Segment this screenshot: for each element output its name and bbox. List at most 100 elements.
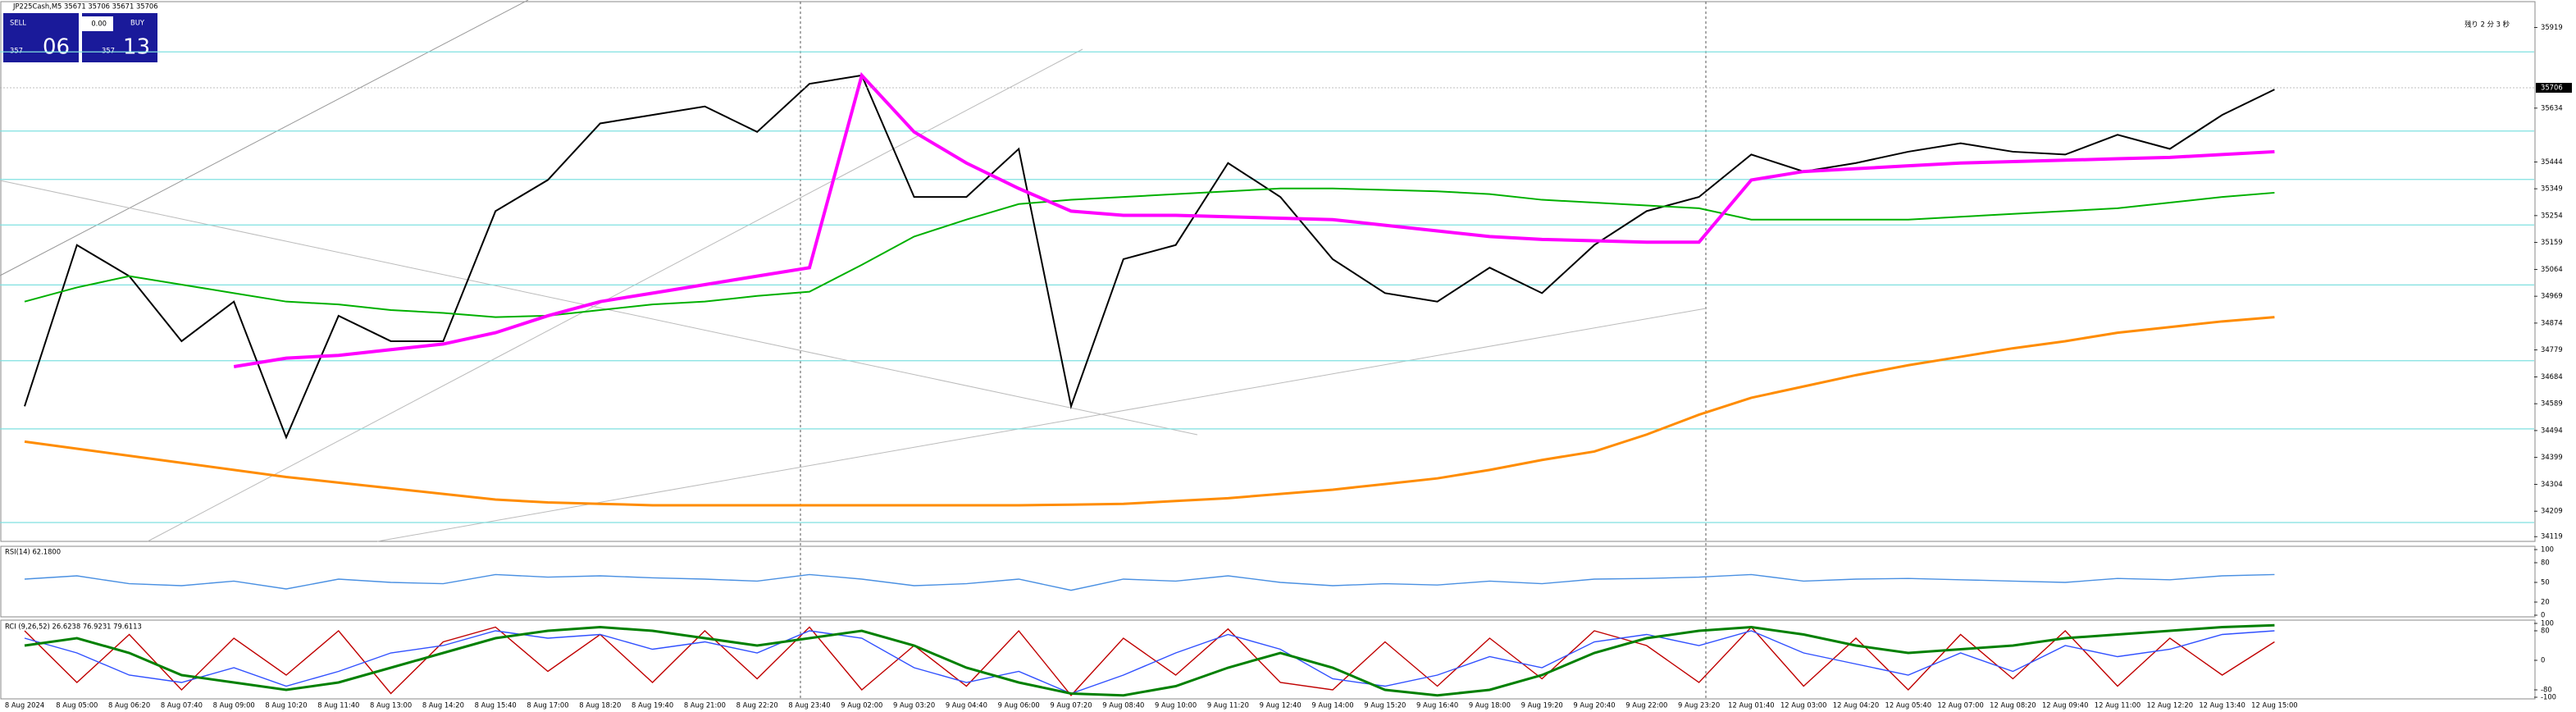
y-tick-label: -80	[2541, 686, 2552, 694]
y-tick-label: 34399	[2541, 453, 2563, 461]
x-tick-label: 8 Aug 07:40	[161, 701, 203, 710]
rsi-panel	[0, 545, 2536, 618]
x-tick-label: 8 Aug 22:20	[736, 701, 778, 710]
series-line	[24, 74, 2275, 440]
x-tick-label: 8 Aug 15:40	[475, 701, 517, 710]
x-tick-label: 8 Aug 17:00	[527, 701, 568, 710]
x-tick-label: 8 Aug 18:20	[579, 701, 621, 710]
trend-line	[0, 0, 529, 276]
x-tick-label: 9 Aug 08:40	[1102, 701, 1144, 710]
x-tick-label: 8 Aug 10:20	[265, 701, 307, 710]
ask-big: 357	[102, 47, 115, 55]
y-tick-label: 35444	[2541, 157, 2563, 166]
x-tick-label: 9 Aug 12:40	[1260, 701, 1302, 710]
series-line	[24, 623, 2275, 697]
chart-title: JP225Cash,M5 35671 35706 35671 35706	[12, 2, 158, 11]
x-tick-label: 12 Aug 12:20	[2147, 701, 2193, 710]
x-tick-label: 8 Aug 14:20	[422, 701, 464, 710]
x-tick-label: 9 Aug 02:00	[841, 701, 882, 710]
series-line	[233, 71, 2275, 368]
x-tick-label: 8 Aug 13:00	[370, 701, 412, 710]
x-tick-label: 8 Aug 2024	[5, 701, 44, 710]
lots-box[interactable]	[80, 16, 113, 31]
x-tick-label: 12 Aug 11:00	[2095, 701, 2141, 710]
x-tick-label: 9 Aug 03:20	[893, 701, 935, 710]
x-tick-label: 9 Aug 06:00	[998, 701, 1040, 710]
y-tick-label: 34874	[2541, 318, 2563, 326]
x-tick-label: 8 Aug 11:40	[317, 701, 359, 710]
lots: 0.00	[91, 20, 107, 28]
series-line	[24, 630, 2275, 695]
y-tick-label: 80	[2541, 559, 2550, 567]
y-tick-label: 50	[2541, 578, 2550, 586]
y-tick-label: 35919	[2541, 23, 2563, 31]
y-tick-label: 34779	[2541, 345, 2563, 354]
series-line	[24, 626, 2275, 696]
x-tick-label: 9 Aug 15:20	[1364, 701, 1406, 710]
x-tick-label: 12 Aug 04:20	[1833, 701, 1879, 710]
buy-label: BUY	[130, 19, 145, 27]
y-tick-label: 0	[2541, 656, 2545, 664]
bid-big: 357	[10, 47, 23, 55]
ask-small: 13	[123, 35, 150, 60]
y-tick-label: 20	[2541, 598, 2550, 606]
countdown: 残り 2 分 3 秒	[2464, 21, 2510, 29]
x-tick-label: 8 Aug 21:00	[684, 701, 726, 710]
x-tick-label: 12 Aug 07:00	[1937, 701, 1983, 710]
x-tick-label: 9 Aug 11:20	[1207, 701, 1249, 710]
sell-button[interactable]	[3, 13, 79, 62]
y-tick-label: 35634	[2541, 103, 2563, 112]
y-tick-label: 100	[2541, 619, 2554, 628]
y-tick-label: 35159	[2541, 238, 2563, 246]
x-tick-label: 12 Aug 08:20	[1990, 701, 2036, 710]
x-tick-label: 9 Aug 14:00	[1311, 701, 1353, 710]
x-tick-label: 8 Aug 06:20	[108, 701, 150, 710]
series-line	[24, 187, 2275, 318]
bid-small: 06	[43, 35, 70, 60]
x-tick-label: 9 Aug 04:40	[946, 701, 987, 710]
x-tick-label: 8 Aug 05:00	[56, 701, 98, 710]
trend-line	[376, 308, 1707, 542]
y-tick-label: 0	[2541, 611, 2545, 619]
y-tick-label: 34589	[2541, 399, 2563, 408]
x-tick-label: 9 Aug 20:40	[1573, 701, 1615, 710]
x-tick-label: 8 Aug 19:40	[631, 701, 673, 710]
y-tick-label: -100	[2541, 693, 2556, 701]
y-tick-label: 35349	[2541, 185, 2563, 193]
y-tick-label: 34684	[2541, 372, 2563, 381]
y-tick-label: 34209	[2541, 507, 2563, 515]
sell-label: SELL	[10, 19, 26, 27]
x-tick-label: 9 Aug 16:40	[1416, 701, 1458, 710]
last-price-box	[2536, 83, 2572, 94]
y-tick-label: 34494	[2541, 426, 2563, 434]
y-tick-label: 34969	[2541, 292, 2563, 300]
x-tick-label: 12 Aug 01:40	[1728, 701, 1774, 710]
x-tick-label: 12 Aug 03:00	[1780, 701, 1826, 710]
x-tick-label: 9 Aug 18:00	[1469, 701, 1511, 710]
last-price-label: 35706	[2541, 84, 2563, 92]
series-line	[24, 316, 2275, 507]
x-tick-label: 9 Aug 22:00	[1625, 701, 1667, 710]
y-tick-label: 35254	[2541, 211, 2563, 219]
x-tick-label: 12 Aug 15:00	[2251, 701, 2297, 710]
y-tick-label: 80	[2541, 627, 2550, 635]
main-panel	[0, 1, 2536, 542]
x-tick-label: 12 Aug 05:40	[1885, 701, 1931, 710]
x-tick-label: 12 Aug 13:40	[2199, 701, 2245, 710]
series-line	[24, 573, 2275, 591]
trade-panel: SELL BUY 0.00 357 06 357 13	[3, 13, 157, 62]
x-tick-label: 12 Aug 09:40	[2042, 701, 2088, 710]
rsi-title: RSI(14) 62.1800	[5, 548, 61, 556]
y-tick-label: 34119	[2541, 532, 2563, 541]
x-tick-label: 9 Aug 07:20	[1050, 701, 1092, 710]
x-tick-label: 8 Aug 09:00	[213, 701, 255, 710]
y-tick-label: 34304	[2541, 480, 2563, 488]
trend-line	[0, 180, 1198, 436]
x-tick-label: 9 Aug 10:00	[1155, 701, 1197, 710]
x-tick-label: 9 Aug 19:20	[1521, 701, 1563, 710]
x-tick-label: 8 Aug 23:40	[788, 701, 830, 710]
rci-panel	[0, 619, 2536, 700]
rci-title: RCI (9,26,52) 26.6238 76.9231 79.6113	[5, 623, 142, 631]
